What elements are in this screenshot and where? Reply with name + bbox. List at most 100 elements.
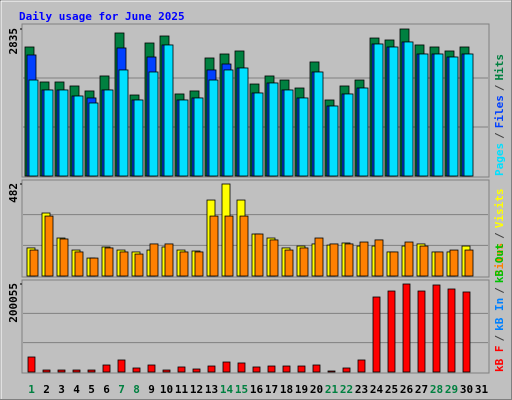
bar [434,251,444,277]
legend: kB F / kB In / kB Out [493,243,506,372]
x-tick-label: 13 [205,383,218,396]
x-tick-label: 14 [220,383,234,396]
legend-entry: Files [493,95,506,128]
bar [222,361,231,373]
x-tick-label: 30 [460,383,473,396]
bar [297,365,306,373]
bar [193,97,204,177]
bar [104,247,114,277]
bar [194,251,204,277]
x-tick-label: 7 [118,383,125,396]
bar [148,71,159,177]
bar [312,364,321,373]
bar [388,46,399,177]
bar [164,243,174,277]
bar [117,359,126,373]
legend-separator: / [493,287,506,294]
bar [269,239,279,277]
bar [267,365,276,373]
bar [358,87,369,177]
bar [209,215,219,277]
legend-separator: / [493,335,506,342]
y-tick-label: 482 [7,183,20,203]
bar [74,251,84,277]
x-tick-label: 21 [325,383,339,396]
bar [149,243,159,277]
bar [208,79,219,177]
legend: Sites / Visits [493,189,506,277]
bar [252,366,261,373]
x-tick-label: 23 [355,383,368,396]
bar [329,243,339,277]
bar [372,296,381,373]
bar [89,257,99,277]
bar [418,53,429,177]
bar [192,368,201,373]
legend: Pages / Files / Hits [493,54,506,176]
bar [28,79,39,177]
bar [402,283,411,373]
x-tick-label: 18 [280,383,293,396]
x-tick-label: 19 [295,383,308,396]
bar [253,92,264,177]
bar [179,251,189,277]
x-tick-label: 31 [475,383,489,396]
x-tick-label: 27 [415,383,428,396]
bar [254,233,264,277]
bar [344,243,354,277]
bar [403,41,414,177]
x-tick-label: 17 [265,383,278,396]
bar [27,356,36,373]
bar [268,82,279,177]
bar [284,249,294,277]
legend-entry: kB F [493,346,506,373]
x-tick-label: 12 [190,383,203,396]
x-tick-label: 26 [400,383,414,396]
y-tick-label: 200055 [7,283,20,323]
bar [87,369,96,373]
legend-entry: Pages [493,143,506,176]
legend-entry: kB Out [493,243,506,283]
bar [389,251,399,277]
bar [59,238,69,277]
bar [432,284,441,373]
bar [88,102,99,177]
bar [72,369,81,373]
bar [283,89,294,177]
x-tick-label: 8 [133,383,140,396]
bar [463,53,474,177]
bar [237,362,246,373]
x-tick-label: 10 [160,383,173,396]
bar [119,251,129,277]
bar [29,249,39,277]
bar [239,215,249,277]
x-tick-label: 24 [370,383,384,396]
bar [313,71,324,177]
bar [103,89,114,177]
legend-separator: / [493,84,506,91]
bar [282,365,291,373]
bar [342,367,351,373]
bar [223,69,234,177]
x-tick-label: 9 [148,383,155,396]
bar [433,53,444,177]
bar [447,288,456,373]
bar [134,253,144,277]
bar [327,370,336,373]
bar [419,245,429,277]
bar [102,364,111,373]
bar [238,67,249,177]
x-tick-label: 6 [103,383,110,396]
legend-separator: / [493,232,506,239]
bar [163,44,174,177]
x-tick-label: 28 [430,383,443,396]
bar [147,364,156,373]
x-tick-label: 29 [445,383,458,396]
bar [207,365,216,373]
bar [42,369,51,373]
legend-entry: Visits [493,189,506,229]
chart-title: Daily usage for June 2025 [19,10,185,23]
y-tick-label: 2835 [7,28,20,55]
bar [359,241,369,277]
